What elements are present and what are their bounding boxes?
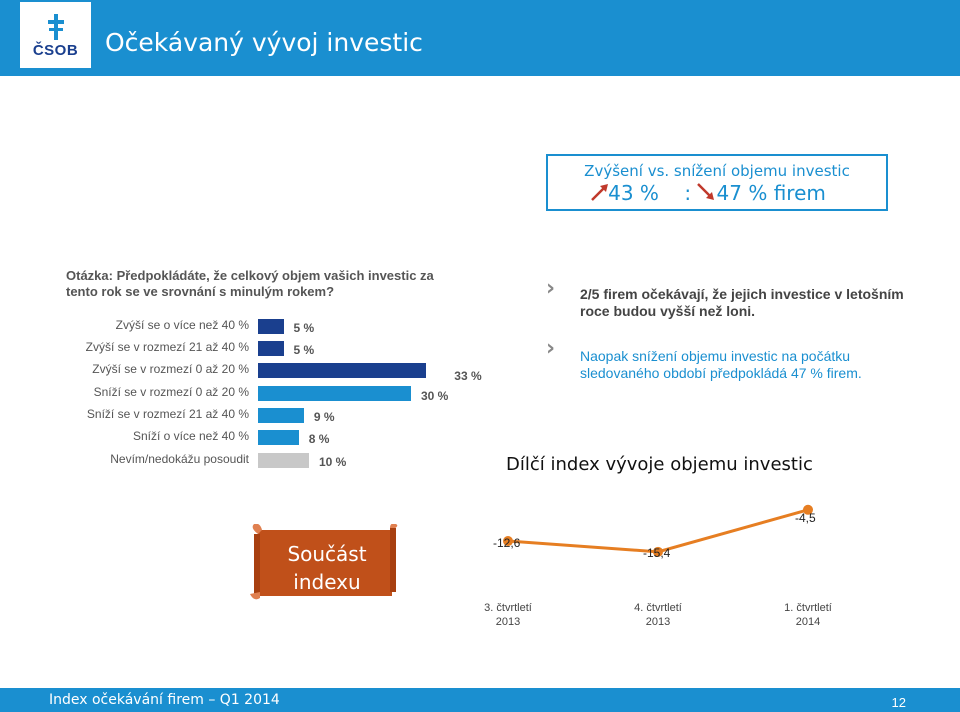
x-tick-label-line1: 1. čtvrtletí	[784, 602, 832, 614]
x-tick-label-line2: 2013	[495, 616, 521, 628]
arrow-up-icon	[591, 184, 608, 201]
bar	[258, 408, 304, 423]
data-label: -4,5	[795, 511, 816, 525]
bar-label: Nevím/nedokážu posoudit	[110, 452, 249, 466]
bar	[258, 430, 299, 445]
badge-text: Součást indexu	[260, 540, 394, 596]
note-increase: 2/5 firem očekávají, že jejich investice…	[580, 286, 904, 319]
bar	[258, 453, 309, 468]
bar-value: 5 %	[293, 321, 315, 335]
bar-label: Zvýší se v rozmezí 21 až 40 %	[85, 340, 249, 354]
logo-emblem-icon	[48, 14, 64, 40]
bar-value: 9 %	[313, 410, 335, 424]
badge-line-1: Součást	[287, 542, 367, 566]
x-tick-label-line2: 2013	[645, 616, 671, 628]
footer-text: Index očekávání firem – Q1 2014	[49, 692, 280, 708]
bar-label: Zvýší se v rozmezí 0 až 20 %	[92, 362, 249, 376]
bar-label: Sníží se v rozmezí 21 až 40 %	[86, 407, 249, 421]
chevron-right-icon: ›	[546, 336, 556, 361]
page-title: Očekávaný vývoj investic	[105, 28, 423, 57]
data-point	[653, 546, 663, 557]
data-label: -15,4	[643, 546, 671, 560]
bar	[258, 341, 284, 356]
data-point	[803, 504, 813, 515]
scroll-badge-icon	[250, 524, 398, 600]
x-tick-label: 1. čtvrtletí 2014	[768, 601, 848, 629]
bar	[258, 363, 427, 378]
page-number: 12	[891, 695, 906, 710]
survey-question: Otázka: Předpokládáte, že celkový objem …	[66, 268, 434, 299]
chevron-right-icon: ›	[546, 276, 556, 301]
summary-heading: Zvýšení vs. snížení objemu investic	[584, 162, 850, 180]
summary-values: 43 % : 47 % firem	[608, 181, 826, 205]
bar-value: 5 %	[293, 343, 315, 357]
arrow-down-icon	[697, 183, 714, 200]
csob-logo: ČSOB	[20, 2, 91, 68]
data-point	[503, 536, 513, 547]
footer-bar: Index očekávání firem – Q1 2014 12	[0, 688, 960, 712]
badge-line-2: indexu	[293, 570, 361, 594]
x-tick-label-line1: 4. čtvrtletí	[634, 602, 682, 614]
x-tick-label: 4. čtvrtletí 2013	[618, 601, 698, 629]
logo-text: ČSOB	[32, 42, 79, 59]
bar-value: 30 %	[421, 389, 449, 403]
data-label: -12,6	[493, 536, 521, 550]
bar-value: 8 %	[308, 432, 330, 446]
bar-value: 10 %	[319, 455, 347, 469]
x-tick-label-line2: 2014	[795, 616, 821, 628]
bar	[258, 319, 284, 334]
index-line-chart	[503, 504, 813, 557]
summary-box: Zvýšení vs. snížení objemu investic 43 %…	[546, 154, 888, 211]
bar-label: Sníží o více než 40 %	[132, 429, 249, 443]
bar-label: Zvýší se o více než 40 %	[115, 318, 249, 332]
index-title: Dílčí index vývoje objemu investic	[506, 454, 813, 475]
bar	[258, 386, 411, 401]
header-bar: ČSOB Očekávaný vývoj investic	[0, 0, 960, 76]
bar-value: 33 %	[454, 369, 482, 383]
x-tick-label-line1: 3. čtvrtletí	[484, 602, 532, 614]
bar-label: Sníží se v rozmezí 0 až 20 %	[93, 385, 249, 399]
note-decrease: Naopak snížení objemu investic na počátk…	[580, 348, 862, 381]
x-tick-label: 3. čtvrtletí 2013	[468, 601, 548, 629]
